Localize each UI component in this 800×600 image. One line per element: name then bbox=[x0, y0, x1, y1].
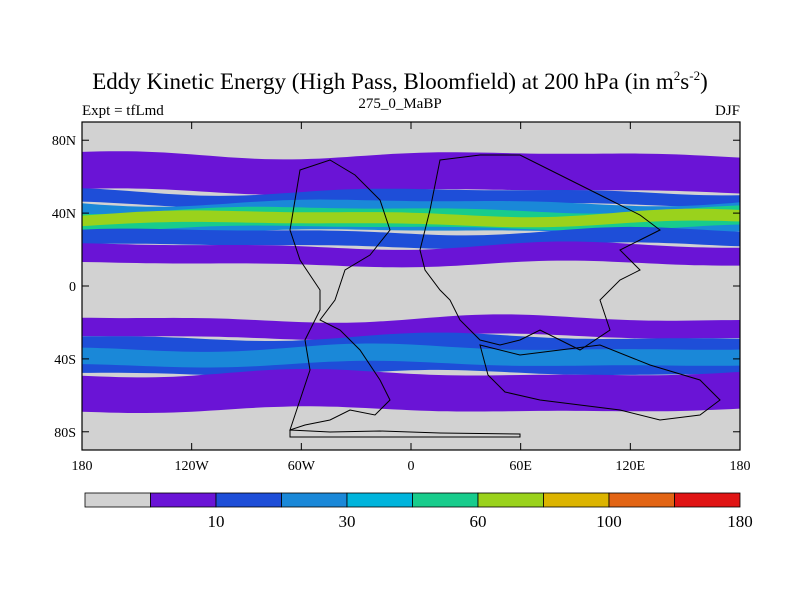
field-band bbox=[82, 151, 740, 195]
title-mid: s bbox=[680, 69, 690, 94]
colorbar-swatch bbox=[674, 492, 741, 508]
colorbar-swatch bbox=[215, 492, 282, 508]
x-tick-label: 180 bbox=[730, 459, 751, 474]
coastline bbox=[479, 344, 721, 421]
colorbar-swatch bbox=[84, 492, 151, 508]
title-sup-2: -2 bbox=[689, 68, 701, 83]
y-tick-label: 80N bbox=[52, 134, 76, 149]
y-tick-label: 80S bbox=[54, 426, 76, 441]
y-tick-label: 40N bbox=[52, 207, 76, 222]
colorbar-swatch bbox=[543, 492, 610, 508]
x-tick-label: 120W bbox=[175, 459, 210, 474]
field-band bbox=[82, 369, 740, 413]
colorbar-swatch bbox=[346, 492, 413, 508]
colorbar-swatch bbox=[150, 492, 217, 508]
subtitle-right: DJF bbox=[714, 103, 740, 119]
colorbar-swatch bbox=[477, 492, 544, 508]
field-band bbox=[82, 241, 740, 268]
field-layer bbox=[82, 122, 740, 450]
subtitle-left: Expt = tfLmd bbox=[82, 103, 164, 119]
title-sup-1: 2 bbox=[673, 68, 681, 83]
title-suffix: ) bbox=[700, 69, 708, 94]
colorbar-swatch bbox=[608, 492, 675, 508]
colorbar-label: 10 bbox=[208, 512, 225, 531]
colorbar-label: 30 bbox=[339, 512, 356, 531]
x-tick-label: 180 bbox=[72, 459, 93, 474]
coastline bbox=[419, 154, 661, 351]
y-tick-label: 0 bbox=[69, 280, 76, 295]
field-band bbox=[82, 314, 740, 341]
x-tick-label: 60E bbox=[509, 459, 532, 474]
x-tick-label: 0 bbox=[408, 459, 415, 474]
x-tick-label: 60W bbox=[288, 459, 316, 474]
field-band bbox=[82, 208, 740, 228]
colorbar-swatch bbox=[281, 492, 348, 508]
colorbar-swatch bbox=[412, 492, 479, 508]
subtitle-center: 275_0_MaBP bbox=[358, 96, 442, 112]
colorbar-label: 180 bbox=[727, 512, 753, 531]
colorbar-label: 60 bbox=[470, 512, 487, 531]
y-tick-label: 40S bbox=[54, 353, 76, 368]
x-tick-label: 120E bbox=[616, 459, 646, 474]
coastline bbox=[289, 429, 521, 438]
field-band bbox=[82, 343, 740, 368]
title-prefix: Eddy Kinetic Energy (High Pass, Bloomfie… bbox=[92, 69, 674, 94]
coastline bbox=[289, 159, 391, 431]
colorbar-label: 100 bbox=[596, 512, 622, 531]
chart-title: Eddy Kinetic Energy (High Pass, Bloomfie… bbox=[0, 68, 800, 95]
